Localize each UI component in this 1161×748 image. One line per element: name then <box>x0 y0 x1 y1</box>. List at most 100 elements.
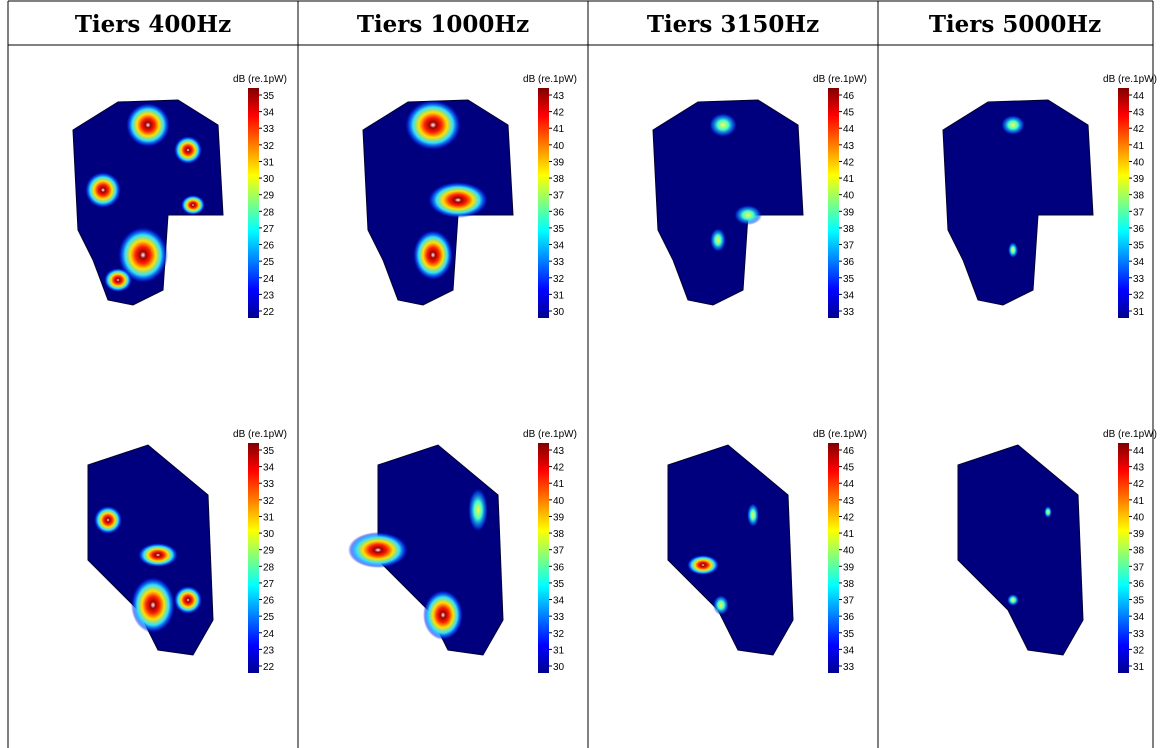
colorbar <box>1118 443 1129 673</box>
colorbar-tick-label: 32 <box>263 141 275 152</box>
heat-spot <box>1044 506 1052 518</box>
colorbar-tick-label: 38 <box>1133 546 1145 557</box>
colorbar-tick-label: 43 <box>843 496 855 507</box>
column-header: Tiers 400Hz <box>75 11 231 38</box>
heat-spot <box>709 113 737 137</box>
colorbar-tick-label: 34 <box>1133 257 1145 268</box>
colorbar-tick-label: 37 <box>843 241 855 252</box>
colorbar-tick-label: 43 <box>553 91 565 102</box>
mesh-shape <box>942 99 1094 306</box>
colorbar-tick-label: 33 <box>843 662 855 673</box>
mesh-shape <box>957 444 1084 656</box>
colorbar-tick-label: 44 <box>843 124 855 135</box>
colorbar-tick-label: 26 <box>263 241 275 252</box>
colorbar-tick-label: 43 <box>1133 108 1145 119</box>
colorbar-tick-label: 40 <box>553 496 565 507</box>
heat-spot <box>1001 115 1025 135</box>
colorbar-tick-label: 45 <box>843 463 855 474</box>
colorbar-tick-label: 33 <box>553 257 565 268</box>
colorbar-tick-label: 39 <box>843 562 855 573</box>
heat-spot <box>1007 594 1019 606</box>
colorbar-tick-label: 24 <box>263 629 275 640</box>
colorbar-label: dB (re.1pW) <box>523 429 577 440</box>
colorbar-tick-label: 32 <box>1133 645 1145 656</box>
colorbar-tick-label: 45 <box>843 108 855 119</box>
colorbar-tick-label: 32 <box>553 629 565 640</box>
plot-cell: dB (re.1pW) 46 45 44 43 42 41 40 39 38 37 36 35 34 33 <box>667 429 867 673</box>
colorbar-tick-label: 31 <box>1133 307 1145 318</box>
colorbar-tick-label: 34 <box>553 596 565 607</box>
colorbar-tick-label: 43 <box>843 141 855 152</box>
colorbar-tick-label: 44 <box>843 479 855 490</box>
colorbar-tick-label: 38 <box>843 224 855 235</box>
colorbar-tick-label: 41 <box>1133 141 1145 152</box>
colorbar-tick-label: 41 <box>1133 496 1145 507</box>
colorbar-tick-label: 31 <box>1133 662 1145 673</box>
colorbar-tick-label: 39 <box>1133 529 1145 540</box>
colorbar-tick-label: 38 <box>553 174 565 185</box>
colorbar-tick-label: 36 <box>843 612 855 623</box>
heat-spot <box>138 543 178 567</box>
colorbar-tick-label: 34 <box>1133 612 1145 623</box>
heat-spot <box>428 182 488 218</box>
colorbar-tick-label: 36 <box>1133 224 1145 235</box>
colorbar-label: dB (re.1pW) <box>233 74 287 85</box>
colorbar-tick-label: 32 <box>553 274 565 285</box>
heat-spot <box>126 103 170 147</box>
colorbar-tick-label: 31 <box>553 645 565 656</box>
colorbar-tick-label: 40 <box>843 191 855 202</box>
colorbar-tick-label: 39 <box>553 157 565 168</box>
colorbar-tick-label: 38 <box>1133 191 1145 202</box>
colorbar-tick-label: 42 <box>1133 124 1145 135</box>
colorbar-tick-label: 34 <box>843 645 855 656</box>
colorbar-tick-label: 29 <box>263 191 275 202</box>
colorbar-tick-label: 25 <box>263 612 275 623</box>
colorbar-tick-label: 41 <box>843 529 855 540</box>
colorbar-label: dB (re.1pW) <box>233 429 287 440</box>
colorbar-tick-label: 22 <box>263 662 275 673</box>
colorbar-tick-label: 35 <box>263 91 275 102</box>
colorbar-tick-label: 32 <box>1133 290 1145 301</box>
heat-spot <box>710 228 726 252</box>
heat-spot <box>104 268 132 292</box>
colorbar-tick-label: 43 <box>553 446 565 457</box>
heat-spot <box>348 532 408 568</box>
colorbar-tick-label: 29 <box>263 546 275 557</box>
colorbar-tick-label: 43 <box>1133 463 1145 474</box>
colorbar-tick-label: 42 <box>843 157 855 168</box>
colorbar-tick-label: 37 <box>843 596 855 607</box>
table-frame <box>7 0 1154 748</box>
colorbar-tick-label: 31 <box>263 512 275 523</box>
colorbar-tick-label: 40 <box>843 546 855 557</box>
colorbar-tick-label: 41 <box>553 479 565 490</box>
plot-cell: dB (re.1pW) 43 42 41 40 39 38 37 36 35 34 33 32 31 30 <box>362 74 577 318</box>
plot-cell: dB (re.1pW) 43 42 41 40 39 38 37 36 35 34 33 32 31 30 <box>348 429 577 673</box>
colorbar-tick-label: 36 <box>843 257 855 268</box>
colorbar-tick-label: 30 <box>553 662 565 673</box>
mesh-shape <box>667 444 794 656</box>
plot-cell: dB (re.1pW) 35 34 33 32 31 30 29 28 27 26 25 24 23 22 <box>87 429 287 673</box>
colorbar-tick-label: 36 <box>553 207 565 218</box>
heat-spot <box>713 595 729 615</box>
colorbar-tick-label: 37 <box>1133 207 1145 218</box>
heat-spot <box>687 555 719 575</box>
colorbar-tick-label: 44 <box>1133 91 1145 102</box>
colorbar-tick-label: 38 <box>843 579 855 590</box>
colorbar-tick-label: 40 <box>553 141 565 152</box>
colorbar-tick-label: 26 <box>263 596 275 607</box>
heat-spot <box>181 195 205 215</box>
colorbar <box>538 443 549 673</box>
colorbar-tick-label: 33 <box>263 124 275 135</box>
colorbar-tick-label: 35 <box>553 224 565 235</box>
colorbar-tick-label: 34 <box>263 463 275 474</box>
colorbar <box>828 443 839 673</box>
colorbar-tick-label: 24 <box>263 274 275 285</box>
colorbar-label: dB (re.1pW) <box>523 74 577 85</box>
heat-spot <box>174 586 202 614</box>
colorbar <box>1118 88 1129 318</box>
heat-spot <box>747 503 759 527</box>
colorbar-label: dB (re.1pW) <box>813 429 867 440</box>
colorbar-tick-label: 42 <box>1133 479 1145 490</box>
colorbar-tick-label: 30 <box>553 307 565 318</box>
